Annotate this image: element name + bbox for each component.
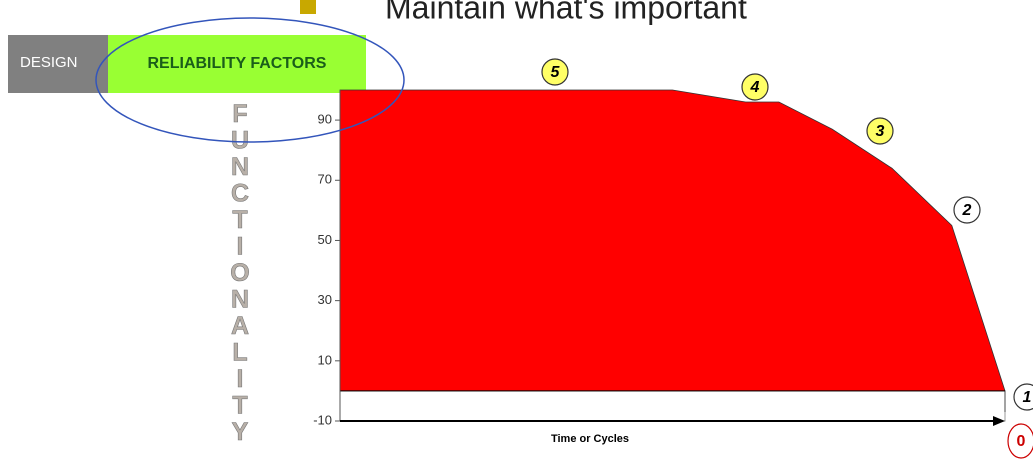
bullet bbox=[300, 0, 316, 14]
area bbox=[339, 89, 1006, 412]
highlight-ellipse bbox=[95, 17, 405, 143]
callout-circle bbox=[1007, 423, 1033, 459]
callout-circle bbox=[866, 117, 894, 145]
tab[interactable] bbox=[8, 35, 108, 93]
callout-circle bbox=[1013, 383, 1033, 411]
tab-label[interactable]: DESIGN bbox=[20, 54, 78, 71]
y-tick-label: 90 bbox=[318, 112, 332, 127]
y-axis-label: FUNCTIONALITY bbox=[226, 100, 254, 445]
plot-lower bbox=[339, 390, 1006, 422]
callout-circle bbox=[541, 58, 569, 86]
callout-circle bbox=[953, 196, 981, 224]
x-axis-arrow bbox=[993, 416, 1005, 426]
y-tick-label: 50 bbox=[318, 232, 332, 247]
callout-label: 3 bbox=[876, 123, 885, 140]
callout-circle bbox=[741, 73, 769, 101]
tab-active[interactable] bbox=[108, 35, 366, 93]
y-tick-label: 70 bbox=[318, 172, 332, 187]
callout-label: 0 bbox=[1017, 433, 1026, 450]
callout-label: 1 bbox=[1023, 389, 1032, 406]
callout-label: 5 bbox=[551, 64, 561, 81]
y-tick-label: -10 bbox=[313, 412, 332, 427]
heading: Maintain what's important bbox=[385, 0, 747, 25]
y-tick-label: 30 bbox=[318, 292, 332, 307]
callout-label: 2 bbox=[962, 202, 972, 219]
y-tick-label: 10 bbox=[318, 352, 332, 367]
x-axis-label: Time or Cycles bbox=[551, 433, 629, 445]
tab-label[interactable]: RELIABILITY FACTORS bbox=[148, 55, 327, 72]
callout-label: 4 bbox=[750, 79, 760, 96]
